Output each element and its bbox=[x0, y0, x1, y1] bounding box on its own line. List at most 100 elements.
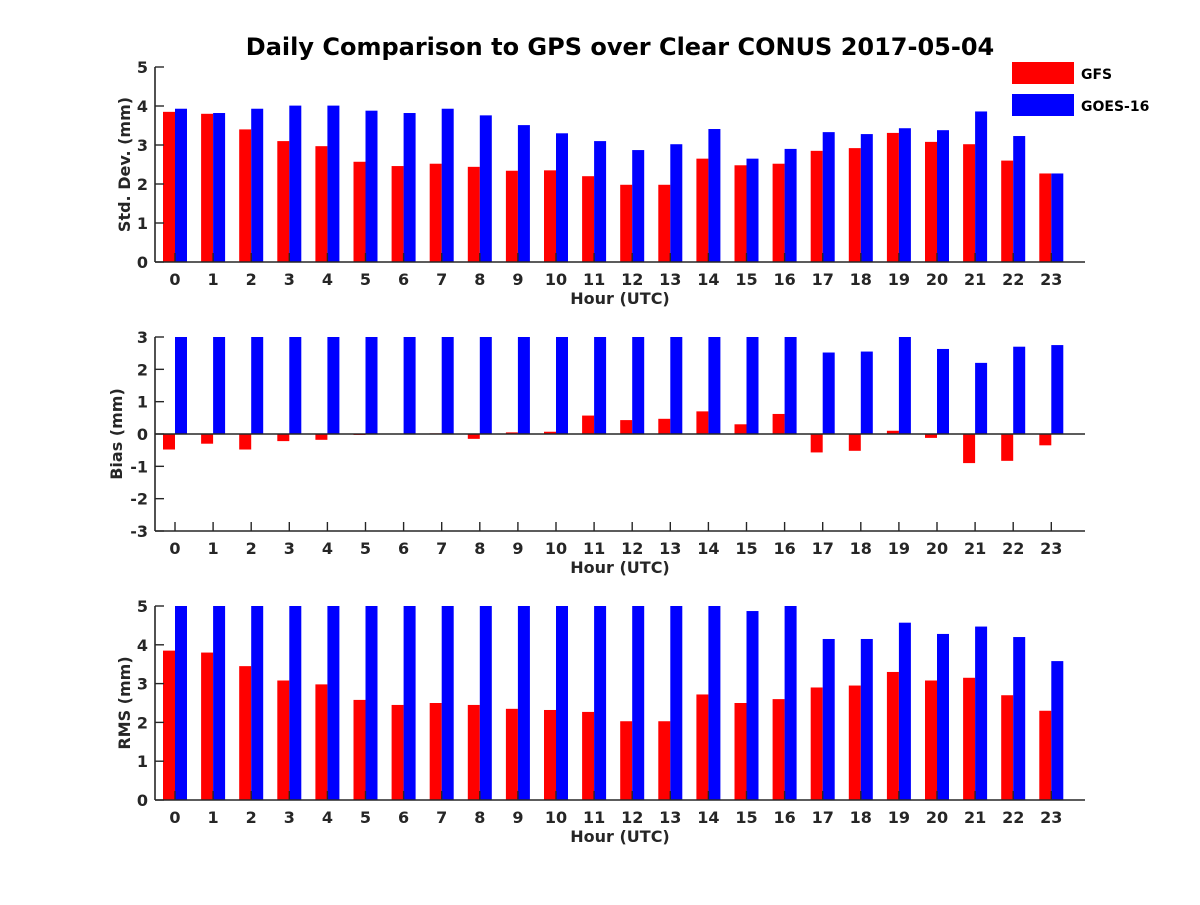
bar-goes16-hour-20 bbox=[937, 348, 949, 434]
x-tick-label: 21 bbox=[964, 539, 986, 558]
bar-gfs-hour-11 bbox=[582, 711, 595, 800]
bar-gfs-hour-1 bbox=[201, 113, 214, 262]
bar-goes16-hour-0 bbox=[175, 606, 187, 800]
x-tick-label: 20 bbox=[926, 539, 948, 558]
x-tick-label: 22 bbox=[1002, 539, 1024, 558]
bar-gfs-hour-13 bbox=[658, 418, 671, 434]
x-tick-label: 7 bbox=[436, 808, 447, 827]
bar-goes16-hour-8 bbox=[479, 115, 492, 262]
bar-gfs-hour-2 bbox=[239, 129, 252, 262]
bar-gfs-hour-22 bbox=[1001, 434, 1014, 461]
x-tick-label: 4 bbox=[322, 270, 333, 289]
bar-goes16-hour-17 bbox=[822, 638, 835, 800]
x-tick-label: 2 bbox=[246, 270, 257, 289]
y-axis-label: RMS (mm) bbox=[115, 656, 134, 749]
x-tick-label: 9 bbox=[512, 808, 523, 827]
bar-gfs-hour-9 bbox=[505, 170, 518, 262]
x-tick-label: 23 bbox=[1040, 808, 1062, 827]
bar-gfs-hour-23 bbox=[1039, 710, 1052, 800]
bar-gfs-hour-15 bbox=[734, 165, 747, 262]
x-tick-label: 16 bbox=[773, 539, 795, 558]
x-tick-label: 10 bbox=[545, 270, 567, 289]
bar-goes16-hour-7 bbox=[441, 108, 454, 262]
bar-goes16-hour-9 bbox=[517, 606, 530, 800]
y-tick-label: -2 bbox=[130, 490, 148, 509]
bar-gfs-hour-17 bbox=[810, 150, 823, 262]
bar-goes16-hour-18 bbox=[860, 134, 873, 262]
bar-gfs-hour-5 bbox=[353, 161, 366, 262]
bar-goes16-hour-15 bbox=[746, 158, 759, 262]
bar-gfs-hour-2 bbox=[239, 666, 252, 800]
bar-gfs-hour-12 bbox=[620, 184, 633, 262]
bar-goes16-hour-23 bbox=[1051, 345, 1064, 434]
y-axis-label: Bias (mm) bbox=[107, 388, 126, 480]
bar-goes16-hour-1 bbox=[213, 113, 226, 263]
x-tick-label: 14 bbox=[697, 270, 719, 289]
bar-gfs-hour-18 bbox=[848, 434, 861, 451]
bar-goes16-hour-9 bbox=[517, 337, 530, 434]
bar-goes16-hour-11 bbox=[594, 141, 607, 262]
x-tick-label: 4 bbox=[322, 808, 333, 827]
bar-gfs-hour-22 bbox=[1001, 160, 1014, 262]
bar-goes16-hour-20 bbox=[937, 633, 949, 800]
bar-goes16-hour-14 bbox=[708, 337, 721, 434]
x-tick-label: 1 bbox=[208, 808, 219, 827]
x-tick-label: 21 bbox=[964, 808, 986, 827]
y-axis-label: Std. Dev. (mm) bbox=[115, 97, 134, 232]
x-tick-label: 4 bbox=[322, 539, 333, 558]
bar-goes16-hour-2 bbox=[251, 337, 264, 434]
bar-gfs-hour-0 bbox=[163, 111, 175, 262]
x-tick-label: 16 bbox=[773, 808, 795, 827]
x-tick-label: 5 bbox=[360, 539, 371, 558]
bar-goes16-hour-18 bbox=[860, 638, 873, 800]
x-tick-label: 5 bbox=[360, 270, 371, 289]
bar-goes16-hour-7 bbox=[441, 606, 454, 800]
bar-goes16-hour-6 bbox=[403, 113, 416, 263]
x-tick-label: 10 bbox=[545, 539, 567, 558]
bar-gfs-hour-16 bbox=[772, 699, 785, 800]
bar-gfs-hour-1 bbox=[201, 652, 214, 800]
x-tick-label: 14 bbox=[697, 808, 719, 827]
bar-goes16-hour-23 bbox=[1051, 173, 1064, 262]
bar-gfs-hour-0 bbox=[163, 434, 175, 450]
bar-gfs-hour-12 bbox=[620, 420, 633, 434]
bar-goes16-hour-10 bbox=[556, 133, 568, 262]
x-tick-label: 1 bbox=[208, 539, 219, 558]
bar-goes16-hour-11 bbox=[594, 606, 607, 800]
x-tick-label: 19 bbox=[888, 808, 910, 827]
bar-gfs-hour-19 bbox=[886, 132, 899, 262]
bar-goes16-hour-6 bbox=[403, 337, 416, 434]
bar-gfs-hour-23 bbox=[1039, 434, 1052, 446]
legend-label-goes16: GOES-16 bbox=[1081, 99, 1149, 115]
y-tick-label: 1 bbox=[137, 752, 148, 771]
bar-gfs-hour-20 bbox=[925, 434, 937, 438]
bar-goes16-hour-1 bbox=[213, 337, 226, 434]
bar-goes16-hour-2 bbox=[251, 606, 264, 800]
legend-swatch-gfs bbox=[1012, 62, 1074, 84]
x-tick-label: 15 bbox=[735, 808, 757, 827]
bar-goes16-hour-8 bbox=[479, 606, 492, 800]
x-tick-label: 6 bbox=[398, 808, 409, 827]
x-tick-label: 13 bbox=[659, 539, 681, 558]
x-tick-label: 12 bbox=[621, 808, 643, 827]
bar-goes16-hour-19 bbox=[898, 128, 911, 262]
bar-gfs-hour-9 bbox=[505, 432, 518, 434]
x-tick-label: 7 bbox=[436, 539, 447, 558]
y-tick-label: 3 bbox=[137, 328, 148, 347]
bar-gfs-hour-3 bbox=[277, 680, 290, 800]
bar-goes16-hour-12 bbox=[632, 150, 645, 262]
bar-gfs-hour-11 bbox=[582, 176, 595, 262]
bar-goes16-hour-13 bbox=[670, 337, 683, 434]
x-tick-label: 0 bbox=[169, 270, 180, 289]
bar-gfs-hour-4 bbox=[315, 434, 328, 440]
y-tick-label: 2 bbox=[137, 713, 148, 732]
bar-gfs-hour-14 bbox=[696, 411, 709, 434]
x-tick-label: 3 bbox=[284, 808, 295, 827]
bar-goes16-hour-4 bbox=[327, 337, 340, 434]
bar-goes16-hour-3 bbox=[289, 606, 302, 800]
x-tick-label: 19 bbox=[888, 539, 910, 558]
